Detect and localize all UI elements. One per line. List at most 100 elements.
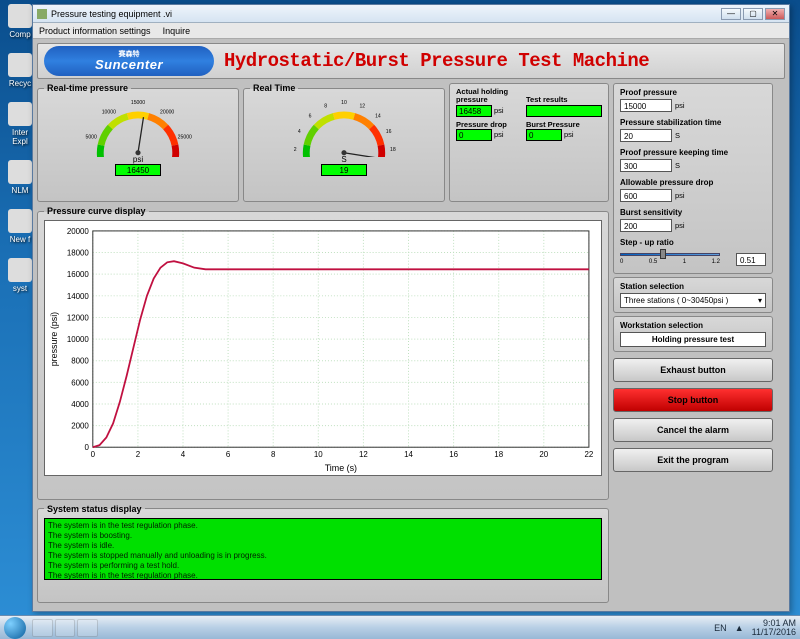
header-band: 赛森特 Suncenter Hydrostatic/Burst Pressure…	[37, 43, 785, 79]
svg-text:14: 14	[404, 450, 413, 459]
status-legend: System status display	[44, 504, 145, 514]
exhaust-button[interactable]: Exhaust button	[613, 358, 773, 382]
workstation-selection-value: Holding pressure test	[652, 332, 734, 347]
burst-sens-field[interactable]: 200	[620, 219, 672, 232]
svg-text:2: 2	[136, 450, 140, 459]
start-button[interactable]	[4, 617, 26, 639]
stab-time-field[interactable]: 20	[620, 129, 672, 142]
tray-flag-icon[interactable]: ▲	[735, 623, 744, 633]
burst-sens-label: Burst sensitivity	[620, 208, 766, 217]
svg-text:12: 12	[359, 450, 368, 459]
svg-text:8000: 8000	[71, 357, 89, 366]
svg-text:6: 6	[309, 114, 312, 120]
svg-text:10: 10	[314, 450, 323, 459]
workstation-selection-label: Workstation selection	[620, 321, 766, 330]
minimize-button[interactable]: —	[721, 8, 741, 20]
allow-drop-field[interactable]: 600	[620, 189, 672, 202]
svg-text:16: 16	[386, 129, 392, 135]
exit-program-button[interactable]: Exit the program	[613, 448, 773, 472]
proof-pressure-unit: psi	[675, 101, 685, 110]
maximize-button[interactable]: ▢	[743, 8, 763, 20]
step-ratio-thumb[interactable]	[660, 249, 666, 259]
status-log: The system is in the test regulation pha…	[44, 518, 602, 580]
pressure-drop-unit: psi	[494, 130, 504, 139]
step-ratio-label: Step - up ratio	[620, 238, 766, 247]
taskbar-item[interactable]	[32, 619, 53, 637]
close-button[interactable]: ✕	[765, 8, 785, 20]
svg-text:0: 0	[91, 450, 96, 459]
svg-text:25000: 25000	[178, 135, 192, 141]
window-title: Pressure testing equipment .vi	[51, 9, 172, 19]
station-selection-value: Three stations ( 0~30450psi )	[624, 293, 728, 308]
taskbar-item[interactable]	[55, 619, 76, 637]
status-line: The system is stopped manually and unloa…	[48, 551, 598, 561]
allow-drop-unit: psi	[675, 191, 685, 200]
gauge-time-panel: Real Time 02468101214161820 S 19	[243, 83, 445, 202]
gauge-time-unit: S	[341, 155, 346, 164]
burst-pressure-value: 0	[526, 129, 562, 141]
pressure-drop-label: Pressure drop	[456, 121, 522, 129]
svg-text:18: 18	[494, 450, 503, 459]
settings-panel: Proof pressure15000psiPressure stabiliza…	[613, 83, 773, 603]
workstation-selection-select[interactable]: Holding pressure test	[620, 332, 766, 347]
proof-pressure-field[interactable]: 15000	[620, 99, 672, 112]
keep-time-field[interactable]: 300	[620, 159, 672, 172]
step-ratio-slider[interactable]	[620, 253, 720, 256]
svg-text:10000: 10000	[102, 110, 116, 116]
gauge-time: 02468101214161820	[259, 97, 429, 157]
taskbar: EN ▲ 9:01 AM 11/17/2016	[0, 615, 800, 639]
gauge-pressure-value: 16450	[115, 164, 161, 176]
cancel-alarm-button[interactable]: Cancel the alarm	[613, 418, 773, 442]
stab-time-label: Pressure stabilization time	[620, 118, 766, 127]
svg-text:2000: 2000	[71, 422, 89, 431]
svg-text:18000: 18000	[67, 249, 90, 258]
step-ratio-value[interactable]: 0.51	[736, 253, 766, 266]
svg-text:14: 14	[375, 114, 381, 120]
actual-panel: Actual holding pressure 16458 psi Test r…	[449, 83, 609, 202]
gauge-pressure-panel: Real-time pressure 050001000015000200002…	[37, 83, 239, 202]
svg-text:4000: 4000	[71, 400, 89, 409]
svg-text:6: 6	[226, 450, 231, 459]
pressure-curve-chart: 0200040006000800010000120001400016000180…	[45, 221, 601, 475]
taskbar-item[interactable]	[77, 619, 98, 637]
tray-date[interactable]: 11/17/2016	[752, 628, 796, 637]
svg-text:16: 16	[449, 450, 458, 459]
svg-text:10000: 10000	[67, 335, 90, 344]
menu-inquire[interactable]: Inquire	[163, 26, 191, 36]
app-title: Hydrostatic/Burst Pressure Test Machine	[224, 50, 649, 72]
gauge-pressure: 050001000015000200002500030450	[53, 97, 223, 157]
proof-pressure-label: Proof pressure	[620, 88, 766, 97]
svg-text:4: 4	[298, 129, 301, 135]
svg-text:12: 12	[359, 103, 365, 109]
chart-panel: Pressure curve display 02000400060008000…	[37, 206, 609, 499]
chart-legend: Pressure curve display	[44, 206, 149, 216]
svg-text:14000: 14000	[67, 292, 90, 301]
gauge-time-value: 19	[321, 164, 367, 176]
menu-bar: Product information settings Inquire	[33, 23, 789, 39]
svg-text:20: 20	[539, 450, 548, 459]
gauge-pressure-unit: psi	[133, 155, 143, 164]
pressure-drop-value: 0	[456, 129, 492, 141]
burst-pressure-label: Burst Pressure	[526, 121, 602, 129]
tray-lang[interactable]: EN	[714, 623, 727, 633]
holding-pressure-value: 16458	[456, 105, 492, 117]
cancel-alarm-button-label: Cancel the alarm	[657, 425, 729, 435]
svg-text:4: 4	[181, 450, 186, 459]
test-results-label: Test results	[526, 96, 602, 104]
exhaust-button-label: Exhaust button	[660, 365, 726, 375]
stop-button-label: Stop button	[668, 395, 718, 405]
svg-text:12000: 12000	[67, 314, 90, 323]
station-selection-select[interactable]: Three stations ( 0~30450psi )▾	[620, 293, 766, 308]
status-line: The system is performing a test hold.	[48, 561, 598, 571]
svg-text:5000: 5000	[85, 135, 97, 141]
stop-button[interactable]: Stop button	[613, 388, 773, 412]
svg-text:pressure (psi): pressure (psi)	[49, 312, 59, 366]
stab-time-unit: S	[675, 131, 680, 140]
svg-text:18: 18	[390, 147, 396, 153]
menu-product-info[interactable]: Product information settings	[39, 26, 151, 36]
burst-pressure-unit: psi	[564, 130, 574, 139]
svg-text:20000: 20000	[67, 227, 90, 236]
svg-text:10: 10	[341, 100, 347, 106]
gauge-pressure-legend: Real-time pressure	[44, 83, 131, 93]
status-line: The system is boosting.	[48, 531, 598, 541]
